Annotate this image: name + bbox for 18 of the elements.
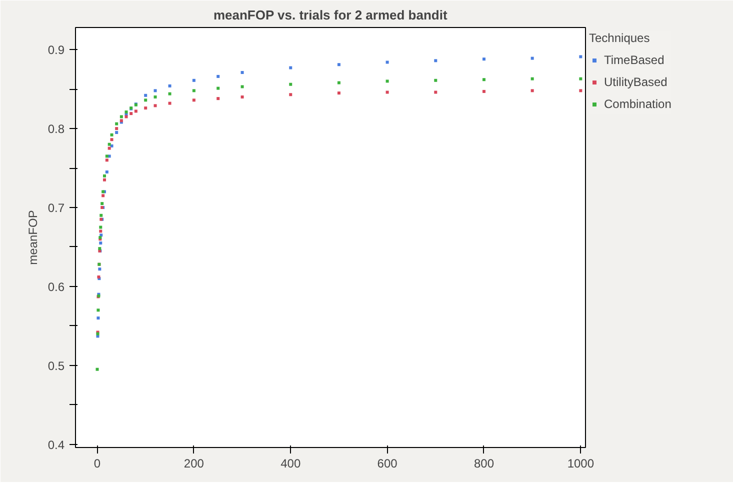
y-tick-label: 0.6 [48, 280, 65, 294]
y-tick-label: 0.4 [48, 438, 65, 452]
legend-label: UtilityBased [604, 75, 668, 89]
y-tick-label: 0.8 [48, 122, 65, 136]
x-tick-label: 400 [280, 456, 301, 470]
x-tick-label: 200 [184, 456, 204, 470]
x-tick-label: 600 [377, 456, 398, 470]
y-axis-title: meanFOP [26, 210, 40, 265]
legend-title: Techniques [589, 31, 651, 45]
chart-title: meanFOP vs. trials for 2 armed bandit [213, 8, 448, 22]
legend-label: TimeBased [604, 53, 664, 67]
x-tick-label: 1000 [567, 456, 594, 470]
y-tick-label: 0.7 [48, 201, 65, 215]
legend-label: Combination [604, 97, 672, 111]
y-tick-label: 0.5 [48, 358, 65, 373]
x-tick-label: 800 [474, 456, 494, 470]
y-tick-label: 0.9 [48, 43, 65, 58]
x-tick-label: 0 [94, 456, 101, 470]
